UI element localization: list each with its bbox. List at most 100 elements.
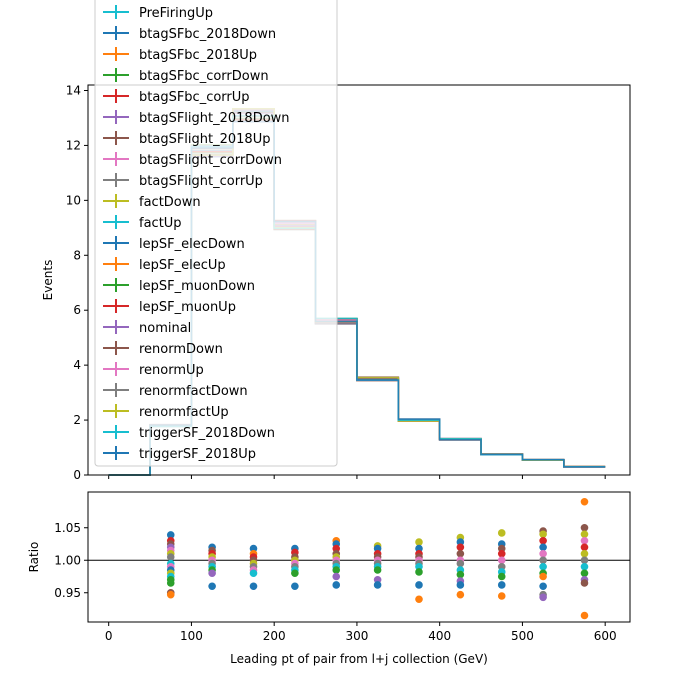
ratio-point [456,570,465,579]
x-tick-label: 0 [105,629,113,643]
ratio-point [332,566,341,574]
legend-entry: btagSFbc_corrDown [103,68,269,84]
legend-entry: btagSFbc_corrUp [103,89,250,105]
legend-label: btagSFlight_2018Up [139,132,270,147]
legend-entry: lepSF_muonDown [103,278,255,294]
ratio-point [497,572,506,581]
main-y-tick-label: 6 [73,303,81,317]
ratio-point [166,553,175,561]
main-y-tick-label: 2 [73,413,81,427]
ratio-point [456,549,465,558]
ratio-point [415,538,423,546]
legend-entry: PreFiringUp [103,5,213,21]
ratio-point [580,611,589,620]
x-tick-label: 500 [511,629,534,643]
ratio-point [249,569,258,578]
ratio-point [373,581,382,589]
ratio-points [166,497,589,620]
ratio-point [249,582,258,591]
ratio-point [166,531,175,539]
legend-label: factUp [139,216,182,231]
legend-label: lepSF_elecUp [139,258,226,273]
ratio-point [539,549,547,558]
legend-entry: renormUp [103,362,204,378]
ratio-point [415,595,423,604]
ratio-point [456,543,465,552]
ratio-point [539,572,547,581]
ratio-point [497,562,506,571]
legend-label: PreFiringUp [139,6,213,21]
ratio-point [166,579,175,587]
main-y-tick-label: 4 [73,358,81,372]
ratio-point [539,582,547,591]
ratio-point [580,549,589,558]
legend-label: renormUp [139,363,204,378]
ratio-point [497,581,506,589]
x-tick-label: 300 [345,629,368,643]
ratio-point [166,590,175,599]
ratio-plot: 0 100 200 300 400 500 600 0.95 1.00 1.05 Ratio Le… [27,491,631,666]
ratio-y-tick-label: 1.00 [54,553,81,567]
ratio-point [291,569,299,578]
legend-label: triggerSF_2018Down [139,426,275,441]
legend-entry: factDown [103,194,201,210]
legend-entry: factUp [103,215,182,231]
legend-entry: btagSFlight_2018Up [103,131,270,147]
main-y-tick-label: 8 [73,248,81,262]
legend-entry: nominal [103,320,191,336]
main-y-tick-label: 0 [73,468,81,482]
ratio-axes-frame [87,491,631,623]
ratio-point [415,568,423,576]
ratio-point [497,549,506,558]
ratio-y-axis-label: Ratio [27,542,41,573]
ratio-point [332,581,341,589]
legend-entry: btagSFlight_2018Down [103,110,290,126]
ratio-y-tick-label: 1.05 [54,521,81,535]
main-y-tick-label: 12 [66,138,81,152]
ratio-point [373,575,382,584]
ratio-point [456,590,465,599]
legend-entry: lepSF_muonUp [103,299,236,315]
ratio-point [249,544,258,553]
ratio-y-tick-label: 0.95 [54,586,81,600]
main-ticks: 0 2 4 6 8 10 12 14 [66,83,606,482]
ratio-point [415,562,423,571]
legend: PreFiringUp btagSFbc_2018Down btagSFbc_201… [94,0,338,467]
x-tick-label: 400 [428,629,451,643]
legend-entry: btagSFlight_corrDown [103,152,282,168]
main-y-tick-label: 14 [66,83,81,97]
legend-entry: triggerSF_2018Down [103,425,275,441]
legend-label: btagSFlight_2018Down [139,111,290,126]
legend-label: triggerSF_2018Up [139,447,256,462]
ratio-point [580,543,589,552]
ratio-point [208,569,216,578]
legend-label: lepSF_muonUp [139,300,236,315]
ratio-point [580,497,589,506]
main-axes-frame [87,84,631,476]
x-axis-label: Leading pt of pair from l+j collection (… [230,652,488,666]
main-y-axis-label: Events [41,260,55,301]
ratio-point [539,556,547,565]
ratio-point [497,529,506,537]
ratio-point [332,544,341,553]
legend-label: btagSFbc_corrUp [139,90,250,105]
ratio-point [580,556,589,565]
legend-entry: lepSF_elecUp [103,257,226,273]
ratio-point [456,538,465,546]
ratio-point [373,566,382,574]
legend-label: nominal [139,321,191,336]
ratio-point [415,544,423,553]
legend-label: lepSF_elecDown [139,237,245,252]
ratio-point [539,536,547,545]
ratio-point [580,530,589,539]
ratio-point [580,569,589,578]
ratio-point [580,562,589,571]
main-y-tick-label: 10 [66,193,81,207]
legend-label: renormDown [139,342,223,357]
ratio-point [456,559,465,568]
ratio-point [539,530,547,539]
ratio-point [415,581,423,589]
legend-label: renormfactDown [139,384,248,399]
legend-label: factDown [139,195,201,210]
